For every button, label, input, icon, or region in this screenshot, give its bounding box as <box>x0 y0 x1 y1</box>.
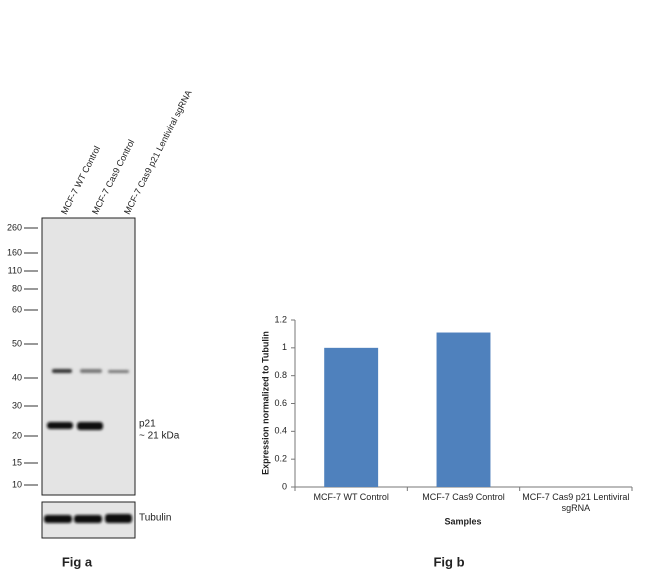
x-tick-label: MCF-7 Cas9 Control <box>422 492 505 502</box>
marker-label: 15 <box>12 457 22 467</box>
y-tick-label: 0.4 <box>274 426 287 436</box>
x-tick-label: MCF-7 Cas9 p21 Lentiviral sgRNA <box>522 492 630 513</box>
y-tick-label: 1.2 <box>274 314 287 324</box>
tubulin-bands <box>44 514 132 523</box>
y-tick-label: 0.2 <box>274 454 287 464</box>
marker-label: 40 <box>12 372 22 382</box>
caption-b: Fig b <box>433 554 464 569</box>
x-tick-label: MCF-7 WT Control <box>313 492 389 502</box>
marker-label: 10 <box>12 479 22 489</box>
marker-label: 160 <box>7 247 22 257</box>
band-size: ~ 21 kDa <box>139 431 180 442</box>
marker-label: 60 <box>12 304 22 314</box>
y-tick-label: 0.6 <box>274 398 287 408</box>
bar <box>436 332 491 487</box>
blot-panel <box>41 217 136 496</box>
marker-label: 110 <box>8 265 22 275</box>
y-tick-label: 0 <box>282 481 287 491</box>
y-tick-label: 1 <box>282 342 287 352</box>
marker-label: 80 <box>12 283 22 293</box>
marker-label: 50 <box>12 338 22 348</box>
marker-label: 20 <box>12 430 22 440</box>
bar <box>324 347 379 487</box>
y-axis-title: Expression normalized to Tubulin <box>260 331 270 475</box>
marker-label: 30 <box>12 400 22 410</box>
tubulin-label: Tubulin <box>139 513 171 524</box>
caption-a: Fig a <box>62 554 93 569</box>
y-tick-label: 0.8 <box>274 370 287 380</box>
lane-label: MCF-7 Cas9 p21 Lentiviral sgRNA <box>122 88 194 216</box>
band-label: p21 <box>139 419 156 430</box>
x-axis-title: Samples <box>444 516 481 526</box>
marker-label: 260 <box>7 222 22 232</box>
bands <box>47 369 129 430</box>
